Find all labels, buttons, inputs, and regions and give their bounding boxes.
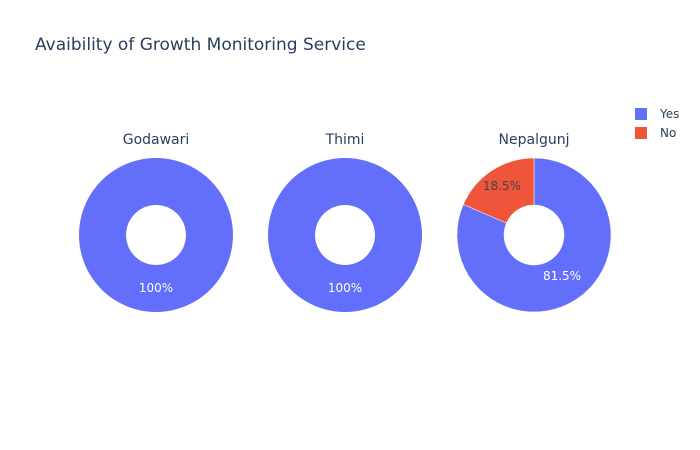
legend-label: No	[660, 126, 676, 140]
legend-swatch	[635, 127, 647, 139]
slice-label: 100%	[328, 281, 362, 295]
slice-yes[interactable]	[267, 158, 422, 313]
legend-label: Yes	[659, 107, 679, 121]
donut-thimi: Thimi 100%	[267, 132, 422, 313]
slice-label: 100%	[139, 281, 173, 295]
donut-nepalgunj: Nepalgunj 81.5% 18.5%	[456, 132, 612, 313]
donut-title: Nepalgunj	[499, 132, 570, 148]
donut-godawari: Godawari 100%	[78, 132, 233, 313]
legend-swatch	[635, 108, 647, 120]
slice-label: 18.5%	[483, 179, 521, 193]
legend[interactable]: Yes No	[635, 107, 679, 140]
legend-item-no[interactable]: No	[635, 126, 676, 140]
slice-yes[interactable]	[456, 157, 612, 313]
slice-no[interactable]	[463, 157, 535, 224]
chart-title: Avaibility of Growth Monitoring Service	[35, 35, 366, 55]
legend-item-yes[interactable]: Yes	[635, 107, 679, 121]
donut-title: Godawari	[123, 132, 190, 148]
slice-label: 81.5%	[543, 269, 581, 283]
donut-title: Thimi	[325, 132, 365, 148]
pies-group: Godawari 100% Thimi 100% Nepalgunj 81.5% 18.5%	[78, 132, 612, 313]
slice-yes[interactable]	[78, 158, 233, 313]
